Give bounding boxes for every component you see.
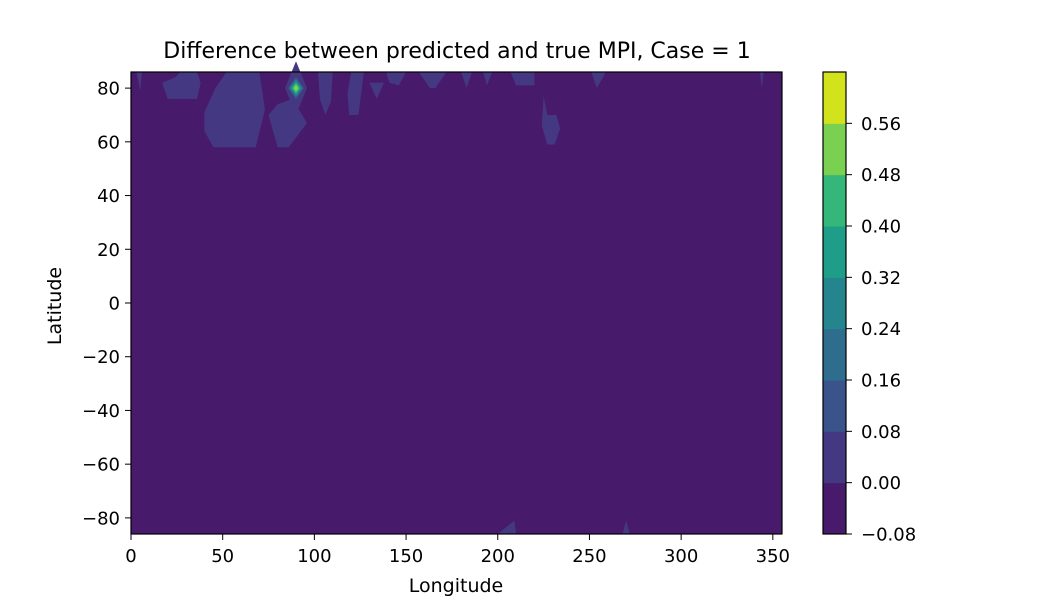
y-tick-label: 0 — [109, 294, 120, 315]
y-tick-label: −80 — [82, 508, 120, 529]
contour-region-7 — [369, 82, 385, 99]
colorbar-tick-label: 0.16 — [861, 371, 901, 392]
colorbar-band — [823, 123, 846, 176]
colorbar-tick-label: 0.56 — [861, 114, 901, 135]
contour-region-17 — [622, 520, 630, 534]
colorbar-tick-label: 0.32 — [861, 268, 901, 289]
chart-title: Difference between predicted and true MP… — [163, 39, 750, 64]
x-tick-label: 200 — [481, 546, 515, 567]
colorbar: −0.08 0.00 0.08 0.16 0.24 0.32 0.40 0.48 0.56 — [822, 71, 916, 546]
colorbar-tick-label: 0.40 — [861, 217, 901, 238]
contour-region-9 — [418, 72, 447, 89]
contour-region-11 — [483, 72, 493, 86]
contour-region-4 — [136, 72, 142, 91]
colorbar-band — [823, 328, 846, 381]
x-axis: 0 50 100 150 200 250 300 350 — [125, 534, 790, 567]
contour-region-12 — [510, 72, 535, 86]
plot-area — [130, 61, 783, 535]
x-tick-label: 300 — [664, 546, 698, 567]
x-axis-label: Longitude — [409, 575, 504, 597]
colorbar-band — [823, 482, 846, 535]
colorbar-tick-label: 0.48 — [861, 165, 901, 186]
colorbar-tick-label: 0.24 — [861, 319, 901, 340]
colorbar-frame — [822, 71, 847, 535]
colorbar-band — [823, 431, 846, 484]
contour-region-3 — [162, 72, 201, 99]
x-tick-label: 350 — [756, 546, 790, 567]
contour-region-16 — [497, 520, 517, 534]
colorbar-tick-label: 0.00 — [861, 473, 901, 494]
y-tick-label: −40 — [82, 401, 120, 422]
colorbar-band — [823, 277, 846, 330]
y-tick-label: 60 — [97, 132, 120, 153]
x-tick-label: 50 — [211, 546, 234, 567]
contour-region-15 — [760, 72, 764, 89]
y-tick-label: −60 — [82, 455, 120, 476]
x-tick-label: 250 — [572, 546, 606, 567]
contour-region-13 — [541, 96, 561, 145]
colorbar-band — [823, 174, 846, 227]
y-tick-label: −20 — [82, 347, 120, 368]
colorbar-band — [823, 380, 846, 432]
x-tick-label: 100 — [297, 546, 331, 567]
contour-region-5 — [318, 72, 333, 115]
contour-region-1 — [204, 72, 265, 148]
y-axis-label: Latitude — [44, 267, 66, 345]
x-tick-label: 0 — [125, 546, 136, 567]
colorbar-tick-label: 0.08 — [861, 422, 901, 443]
contour-band-background — [131, 72, 782, 534]
y-tick-label: 80 — [97, 79, 120, 100]
y-axis: 80 60 40 20 0 −20 −40 −60 −80 — [82, 79, 131, 529]
colorbar-band — [823, 226, 846, 278]
contour-region-6 — [347, 72, 364, 115]
colorbar-band — [823, 72, 846, 124]
x-tick-label: 150 — [389, 546, 423, 567]
contour-region-10 — [461, 72, 473, 89]
contour-region-14 — [591, 72, 606, 89]
y-tick-label: 40 — [97, 186, 120, 207]
peak-level-7 — [293, 84, 299, 92]
contour-region-8 — [385, 72, 407, 86]
colorbar-tick-label: −0.08 — [861, 525, 916, 546]
y-tick-label: 20 — [97, 240, 120, 261]
